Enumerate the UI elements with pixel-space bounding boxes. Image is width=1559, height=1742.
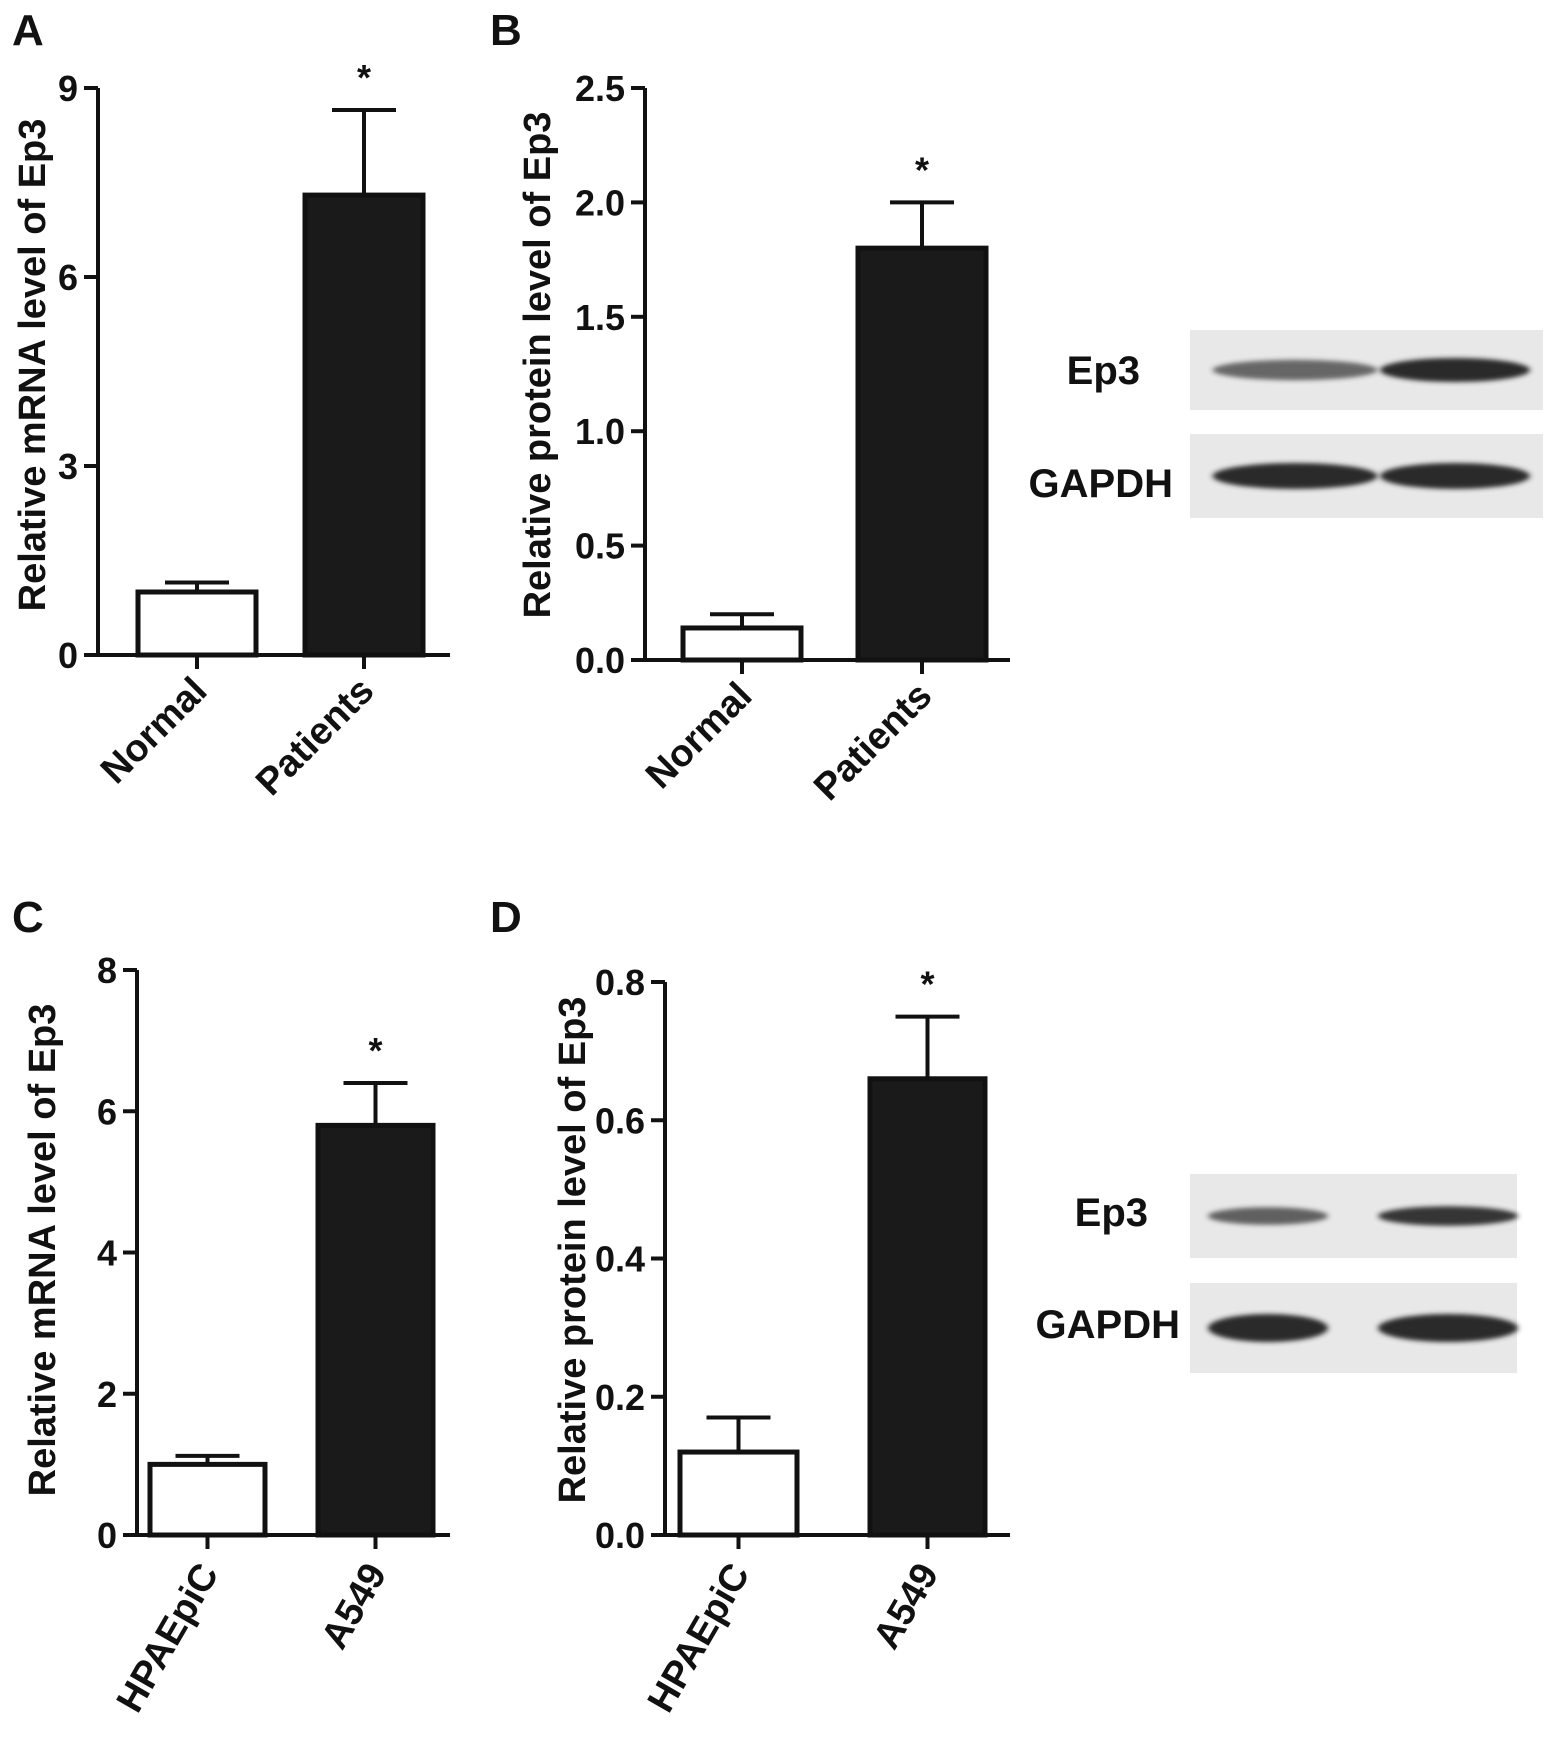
bar: [315, 1122, 436, 1538]
y-tick-label: 4: [97, 1233, 117, 1274]
bar: [677, 1449, 800, 1538]
plot-area: 0.0 0.5 1.0 1.5 2.0 2.5 Normal * Patients: [575, 68, 1010, 809]
panel-a: A Relative mRNA level of Ep3 0 3 6 9 Normal *…: [12, 6, 450, 804]
y-tick-label: 1.0: [575, 411, 625, 452]
bar: [855, 245, 989, 663]
y-tick-label: 0.0: [595, 1515, 645, 1556]
y-tick-label: 0.8: [595, 962, 645, 1003]
bar: [302, 192, 426, 658]
panel-b: B Relative protein level of Ep3 0.0 0.5 1.…: [490, 6, 1010, 809]
blot-band: [1380, 358, 1530, 382]
x-category-label: Normal: [638, 675, 760, 797]
y-tick-label: 0.4: [595, 1239, 645, 1280]
x-category-label: HPAEpiC: [109, 1557, 227, 1720]
blot-row-label: GAPDH: [1029, 462, 1173, 506]
y-tick-label: 6: [58, 257, 78, 298]
x-category-label: Patients: [806, 675, 940, 809]
x-category-label: Normal: [93, 670, 215, 792]
x-category-label: A549: [313, 1557, 395, 1657]
blot-row-label: Ep3: [1067, 349, 1140, 393]
bar: [135, 589, 259, 658]
blot-band: [1212, 463, 1378, 489]
panel-d: D Relative protein level of Ep3 0.00.20.…: [490, 893, 1010, 1720]
y-tick-label: 0: [97, 1515, 117, 1556]
y-tick-label: 2.0: [575, 182, 625, 223]
significance-marker: *: [915, 149, 929, 190]
y-tick-label: 0.0: [575, 640, 625, 681]
plot-area: 0 3 6 9 Normal * Patients: [58, 57, 450, 804]
plot-area: 0.0 0.2 0.4 0.6 0.8 HPAEpiC * A549: [595, 962, 1010, 1720]
y-tick-label: 0.6: [595, 1100, 645, 1141]
x-category-label: Patients: [248, 670, 382, 804]
panel-letter: B: [490, 6, 522, 55]
plot-area: 0 2 4 6 8 HPAEpiC * A549: [97, 950, 450, 1720]
panel-c: C Relative mRNA level of Ep3 0 2 4 6 8 HPAEpi…: [12, 893, 450, 1720]
y-tick-label: 2: [97, 1374, 117, 1415]
significance-marker: *: [920, 964, 934, 1005]
y-tick-label: 9: [58, 68, 78, 109]
blot-band: [1212, 359, 1378, 381]
y-tick-label: 0.2: [595, 1377, 645, 1418]
blot-row-label: GAPDH: [1036, 1303, 1180, 1347]
blot-strips: [1190, 330, 1543, 518]
y-tick-label: 8: [97, 950, 117, 991]
y-tick-label: 6: [97, 1091, 117, 1132]
western-blot-b: Ep3 GAPDH: [1029, 330, 1543, 518]
y-tick-label: 1.5: [575, 297, 625, 338]
x-category-label: A549: [865, 1557, 947, 1657]
blot-band: [1378, 1314, 1518, 1342]
blot-band: [1378, 1206, 1518, 1226]
y-tick-label: 2.5: [575, 68, 625, 109]
panel-letter: A: [12, 6, 44, 55]
panel-letter: C: [12, 893, 44, 942]
significance-marker: *: [368, 1030, 382, 1071]
blot-row-label: Ep3: [1075, 1191, 1148, 1235]
y-axis-label: Relative mRNA level of Ep3: [12, 119, 54, 612]
blot-band: [1208, 1207, 1328, 1225]
y-axis-label: Relative protein level of Ep3: [552, 997, 594, 1504]
y-tick-label: 0.5: [575, 526, 625, 567]
blot-strips: [1190, 1174, 1518, 1373]
y-axis-label: Relative mRNA level of Ep3: [22, 1004, 64, 1497]
blot-band: [1208, 1314, 1328, 1342]
bar: [680, 625, 804, 663]
y-axis-label: Relative protein level of Ep3: [517, 112, 559, 619]
western-blot-d: Ep3 GAPDH: [1036, 1174, 1518, 1373]
significance-marker: *: [357, 57, 371, 98]
y-tick-label: 0: [58, 635, 78, 676]
panel-letter: D: [490, 893, 522, 942]
bar: [147, 1461, 268, 1538]
y-tick-label: 3: [58, 446, 78, 487]
blot-band: [1380, 463, 1530, 489]
bar: [867, 1076, 988, 1538]
x-category-label: HPAEpiC: [640, 1557, 758, 1720]
